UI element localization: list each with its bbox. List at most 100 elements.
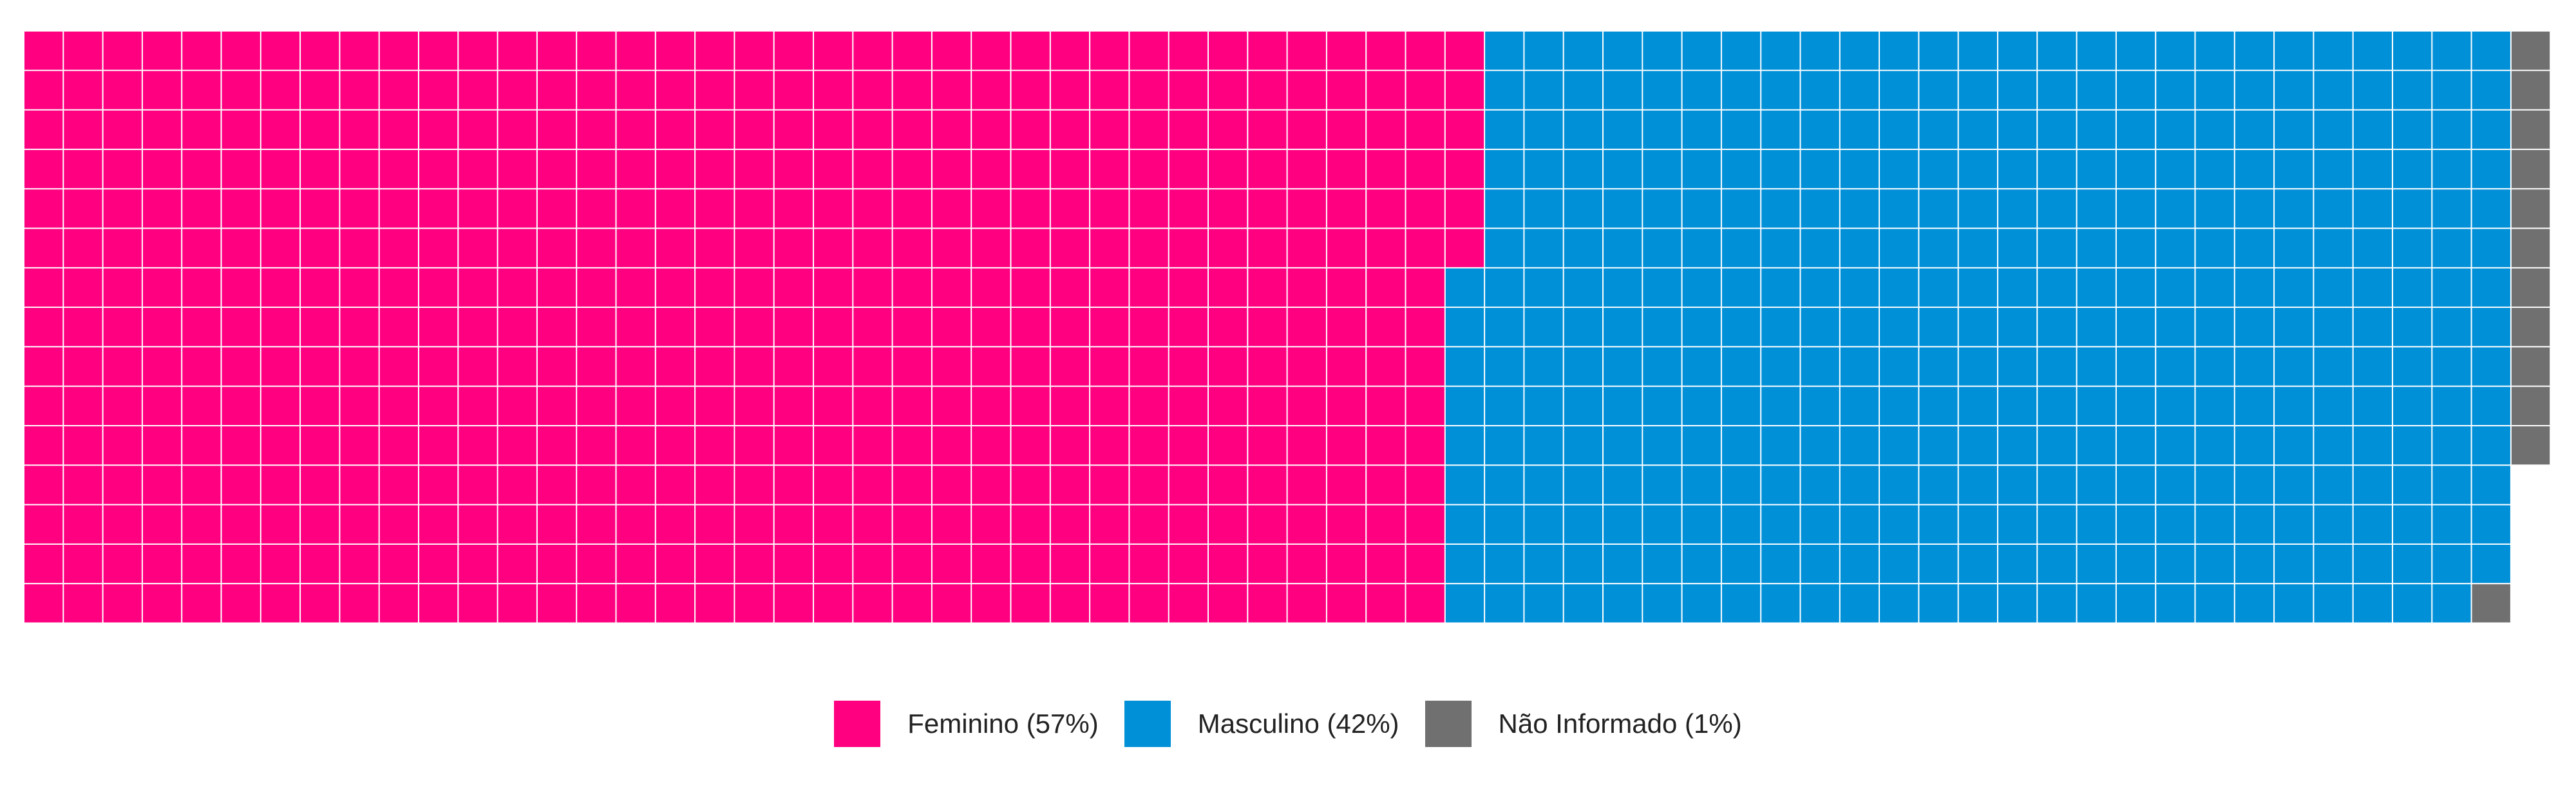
waffle-cell-feminino (379, 71, 418, 109)
waffle-cell-masculino (2038, 347, 2076, 386)
waffle-cell-feminino (696, 505, 734, 544)
waffle-cell-masculino (1721, 32, 1761, 70)
waffle-cell-feminino (182, 386, 221, 425)
waffle-cell-masculino (2432, 149, 2471, 189)
waffle-cell-feminino (261, 189, 300, 228)
waffle-cell-masculino (1682, 110, 1721, 149)
waffle-cell-feminino (64, 308, 102, 346)
waffle-cell-masculino (1682, 466, 1721, 504)
waffle-cell-feminino (182, 189, 221, 228)
waffle-cell-feminino (1367, 386, 1405, 425)
waffle-cell-masculino (2432, 584, 2471, 623)
waffle-cell-feminino (340, 466, 379, 504)
waffle-cell-masculino (1682, 347, 1721, 386)
waffle-cell-feminino (774, 466, 813, 504)
waffle-cell-feminino (814, 544, 853, 583)
waffle-cell-masculino (1880, 426, 1918, 465)
waffle-cell-masculino (2393, 505, 2432, 544)
waffle-cell-masculino (1643, 544, 1681, 583)
waffle-cell-feminino (1287, 347, 1326, 386)
waffle-cell-feminino (972, 189, 1010, 228)
waffle-cell-feminino (64, 189, 102, 228)
waffle-cell-masculino (2393, 32, 2432, 70)
waffle-cell-masculino (1958, 505, 1997, 544)
waffle-cell-masculino (1919, 229, 1958, 267)
waffle-cell-masculino (1445, 544, 1484, 583)
waffle-cell-masculino (2195, 189, 2234, 228)
waffle-cell-feminino (616, 71, 655, 109)
waffle-cell-feminino (1011, 189, 1050, 228)
waffle-cell-masculino (2353, 426, 2392, 465)
waffle-cell-masculino (1485, 189, 1524, 228)
waffle-cell-feminino (1169, 71, 1208, 109)
waffle-cell-masculino (1801, 268, 1839, 307)
waffle-cell-feminino (1367, 189, 1405, 228)
waffle-cell-feminino (1050, 268, 1090, 307)
waffle-cell-feminino (222, 110, 260, 149)
waffle-cell-feminino (853, 229, 892, 267)
waffle-cell-feminino (222, 268, 260, 307)
waffle-cell-masculino (1445, 426, 1484, 465)
waffle-cell-feminino (1130, 544, 1168, 583)
waffle-cell-feminino (893, 426, 931, 465)
waffle-cell-feminino (735, 544, 773, 583)
waffle-cell-masculino (1445, 347, 1484, 386)
waffle-cell-masculino (1840, 466, 1879, 504)
waffle-cell-masculino (2235, 584, 2274, 623)
waffle-cell-masculino (1445, 466, 1484, 504)
waffle-cell-masculino (2156, 149, 2195, 189)
waffle-cell-feminino (103, 71, 142, 109)
waffle-cell-masculino (2393, 308, 2432, 346)
waffle-cell-feminino (1209, 268, 1247, 307)
waffle-cell-feminino (103, 426, 142, 465)
waffle-cell-feminino (222, 544, 260, 583)
waffle-cell-feminino (1090, 544, 1129, 583)
waffle-cell-masculino (2235, 426, 2274, 465)
waffle-cell-feminino (1050, 386, 1090, 425)
waffle-cell-masculino (1801, 32, 1839, 70)
waffle-cell-feminino (142, 386, 182, 425)
waffle-cell-masculino (2195, 347, 2234, 386)
waffle-cell-masculino (1761, 308, 1800, 346)
waffle-cell-feminino (64, 386, 102, 425)
waffle-cell-masculino (1801, 347, 1839, 386)
waffle-cell-masculino (2195, 268, 2234, 307)
waffle-cell-masculino (1564, 466, 1602, 504)
waffle-cell-feminino (814, 110, 853, 149)
waffle-cell-masculino (2038, 386, 2076, 425)
waffle-cell-nao-informado (2511, 426, 2550, 465)
waffle-cell-feminino (379, 229, 418, 267)
waffle-cell-feminino (1209, 229, 1247, 267)
waffle-cell-feminino (696, 229, 734, 267)
waffle-cell-feminino (1209, 386, 1247, 425)
waffle-cell-feminino (735, 229, 773, 267)
waffle-cell-feminino (932, 466, 971, 504)
waffle-cell-feminino (1011, 584, 1050, 623)
waffle-cell-feminino (24, 149, 63, 189)
waffle-cell-masculino (2195, 149, 2234, 189)
waffle-cell-masculino (1721, 149, 1761, 189)
waffle-cell-masculino (2472, 308, 2510, 346)
waffle-cell-masculino (1604, 32, 1642, 70)
waffle-cell-feminino (1367, 229, 1405, 267)
waffle-cell-feminino (893, 466, 931, 504)
waffle-cell-masculino (1801, 505, 1839, 544)
waffle-cell-masculino (2432, 110, 2471, 149)
waffle-cell-feminino (656, 584, 695, 623)
waffle-cell-masculino (1604, 189, 1642, 228)
waffle-cell-masculino (1761, 426, 1800, 465)
waffle-cell-feminino (142, 308, 182, 346)
waffle-cell-feminino (64, 32, 102, 70)
waffle-cell-feminino (1090, 189, 1129, 228)
waffle-cell-feminino (1406, 466, 1444, 504)
waffle-cell-feminino (774, 544, 813, 583)
waffle-cell-feminino (222, 426, 260, 465)
waffle-cell-feminino (142, 71, 182, 109)
waffle-cell-feminino (616, 505, 655, 544)
waffle-cell-masculino (2195, 308, 2234, 346)
waffle-cell-feminino (498, 149, 536, 189)
waffle-cell-feminino (1327, 466, 1366, 504)
waffle-cell-feminino (1169, 426, 1208, 465)
waffle-cell-feminino (656, 268, 695, 307)
waffle-cell-feminino (1406, 426, 1444, 465)
